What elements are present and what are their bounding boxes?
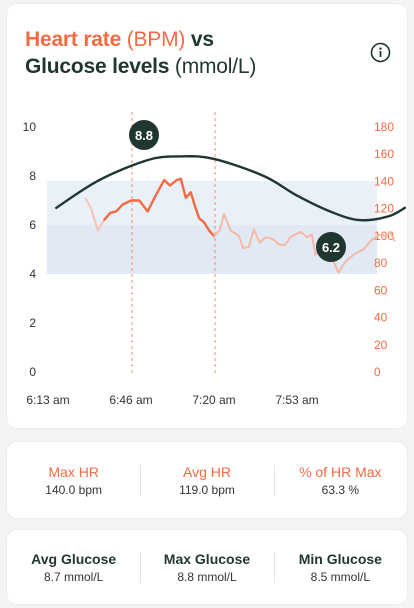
y-right-tick-label: 80 [374,256,388,270]
x-tick-label: 6:13 am [26,393,69,407]
glucose-line [55,155,407,222]
heart-rate-line-faded [213,213,396,274]
stat-value: 8.7 mmol/L [43,569,104,584]
title-glucose-levels: Glucose levels [25,55,170,78]
stat-value: 8.5 mmol/L [310,569,370,584]
title-bpm-unit: (BPM) [121,28,186,51]
glucose-stats-card: Avg Glucose 8.7 mmol/L Max Glucose 8.8 m… [7,530,407,604]
y-right-tick-label: 20 [374,338,388,352]
stat-label: Min Glucose [298,550,382,567]
title-mmol-unit: (mmol/L) [169,55,257,78]
heart-rate-line-active [103,177,216,238]
y-right-tick-label: 180 [374,120,394,134]
stat-label: Avg HR [183,463,231,480]
stat-min-glucose: Min Glucose 8.5 mmol/L [273,550,407,585]
stat-label: Avg Glucose [31,550,117,567]
stat-value: 63.3 % [321,482,359,497]
stat-value: 8.8 mmol/L [177,569,237,584]
y-left-tick-label: 6 [29,218,36,232]
stat-label: Max Glucose [163,550,251,567]
y-right-tick-label: 40 [374,311,388,325]
info-button[interactable] [370,42,391,63]
chart-card: Heart rate (BPM) vs Glucose levels (mmol… [7,4,407,428]
stat-value: 140.0 bpm [45,482,103,497]
chart-title: Heart rate (BPM) vs Glucose levels (mmol… [25,26,256,80]
y-right-tick-label: 120 [374,202,394,216]
title-vs: vs [185,28,214,51]
y-left-tick-label: 4 [29,267,36,281]
glucose-peak-callout-bubble [129,120,159,150]
stat-pct-hr-max: % of HR Max 63.3 % [273,463,407,498]
y-right-tick-label: 160 [374,147,394,161]
stat-max-glucose: Max Glucose 8.8 mmol/L [140,550,273,585]
y-right-tick-label: 140 [374,174,394,188]
glucose-end-callout-bubble [316,232,346,262]
stat-label: Max HR [48,463,99,480]
x-tick-label: 6:46 am [109,393,152,407]
y-left-tick-label: 8 [29,169,36,183]
stat-avg-glucose: Avg Glucose 8.7 mmol/L [7,550,140,585]
y-left-tick-label: 0 [29,365,36,379]
x-tick-label: 7:20 am [192,393,235,407]
y-left-tick-label: 2 [29,316,36,330]
info-icon [370,42,391,63]
y-right-tick-label: 60 [374,283,388,297]
stat-label: % of HR Max [299,463,382,480]
target-range-band-upper [47,180,377,225]
y-right-tick-label: 0 [374,365,381,379]
stat-avg-hr: Avg HR 119.0 bpm [140,463,273,498]
glucose-end-callout-label: 6.2 [322,240,340,255]
x-tick-label: 7:53 am [275,393,318,407]
glucose-peak-callout-label: 8.8 [135,128,153,143]
title-heart-rate: Heart rate [25,28,122,51]
stat-value: 119.0 bpm [179,482,235,497]
y-left-tick-label: 10 [23,120,37,134]
heart-rate-stats-card: Max HR 140.0 bpm Avg HR 119.0 bpm % of H… [7,442,407,518]
stat-max-hr: Max HR 140.0 bpm [7,463,140,498]
